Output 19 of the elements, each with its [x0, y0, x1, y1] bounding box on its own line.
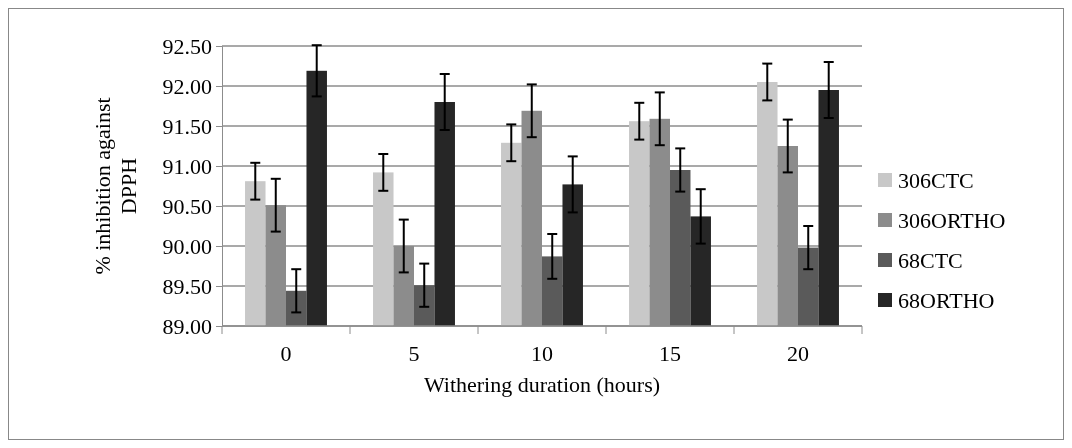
x-tick-label: 15 [659, 341, 681, 366]
y-axis-title: % inhibition against DPPH [90, 97, 141, 275]
y-tick-label: 91.00 [162, 153, 212, 179]
y-tick-label: 92.50 [162, 33, 212, 59]
y-tick-label: 92.00 [162, 73, 212, 99]
x-tick-label: 10 [531, 341, 553, 366]
x-tick-label: 0 [280, 341, 292, 366]
y-tick-label: 90.00 [162, 233, 212, 259]
y-tick-label: 89.50 [162, 273, 212, 299]
x-axis-title: Withering duration (hours) [423, 372, 661, 397]
y-tick-label: 89.00 [162, 313, 212, 339]
x-tick-label: 5 [408, 341, 420, 366]
legend-label: 68CTC [898, 248, 963, 273]
legend-label: 306ORTHO [898, 208, 1006, 233]
legend-label: 68ORTHO [898, 288, 995, 313]
y-tick-label: 91.50 [162, 113, 212, 139]
legend-label: 306CTC [898, 168, 974, 193]
y-tick-label: 90.50 [162, 193, 212, 219]
x-tick-label: 20 [787, 341, 809, 366]
